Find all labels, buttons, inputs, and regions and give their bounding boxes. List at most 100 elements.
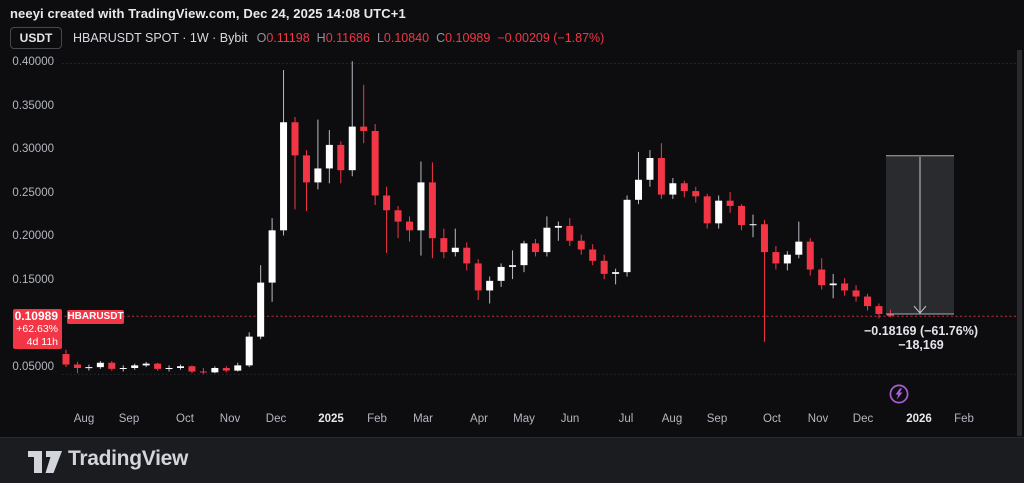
candle-body [497,266,505,281]
candle-body [657,157,665,195]
candle-body [806,241,814,270]
candle-body [222,368,230,371]
candle-body [886,313,894,316]
candle-body [428,182,436,239]
candle-body [543,227,551,253]
candle-body [623,199,631,273]
time-axis-month-label: Dec [852,413,874,425]
time-axis-month-label: Feb [954,413,974,425]
price-axis-label: 0.35000 [12,99,54,112]
candle-body [852,290,860,297]
measure-arrow-icon [913,305,927,314]
candle-body [85,367,93,369]
candle-body [165,368,173,370]
price-axis-label: 0.25000 [12,186,54,199]
candle-body [749,224,757,226]
time-axis-month-label: Sep [706,413,728,425]
candle-body [73,364,81,369]
current-price: 0.10989 [14,309,58,323]
candle-body [325,144,333,169]
price-axis[interactable]: 0.40000 0.35000 0.30000 0.25000 0.20000 0.150… [0,0,56,412]
time-axis-month-label: Dec [265,413,287,425]
candle-body [302,155,310,183]
right-edge-scrollbar[interactable] [1017,50,1022,436]
candle-body [600,260,608,274]
candle-body [314,168,322,183]
candle-body [463,247,471,264]
candle-body [348,126,356,171]
candle-body [577,240,585,250]
candle-body [394,210,402,222]
candle-body [715,200,723,224]
candle-body [829,283,837,286]
candle-body [280,122,288,231]
time-axis-month-label: Oct [176,413,194,425]
time-axis-month-label: Nov [807,413,829,425]
time-axis-month-label: Sep [118,413,140,425]
lightning-icon[interactable] [888,383,910,405]
price-axis-label: 0.40000 [12,56,54,68]
candle-body [795,241,803,255]
candle-body [783,254,791,264]
candle-body [669,183,677,195]
candle-body [486,280,494,291]
time-axis-month-label: Feb [367,413,387,425]
candle-body [245,336,253,366]
candle-body [199,371,207,373]
candle-body [234,365,242,371]
candle-body [108,362,116,369]
symbol-title[interactable]: HBARUSDT SPOT · 1W · Bybit [73,31,248,45]
time-axis-month-label: Aug [661,413,683,425]
currency-button[interactable]: USDT [10,27,62,49]
price-axis-label: 0.20000 [12,230,54,243]
candle-body [818,269,826,286]
candle-body [520,243,528,266]
high-value: 0.11686 [325,31,370,45]
candle-body [635,179,642,200]
candle-body [451,247,459,253]
candle-body [142,363,150,366]
candle-body [371,130,379,196]
time-axis-month-label: Aug [73,413,95,425]
candle-body [589,249,597,261]
candle-body [154,363,162,369]
low-value: 0.10840 [383,31,430,45]
price-axis-label: 0.05000 [12,361,54,373]
time-axis-month-label: Oct [763,413,781,425]
time-axis-year-label: 2025 [318,413,344,425]
candle-body [268,230,276,283]
high-label: H [316,31,326,45]
price-change-pct: +62.63% [16,323,58,335]
candle-body [360,126,368,131]
candle-body [612,272,620,274]
time-axis-month-label: Nov [219,413,241,425]
candle-body [337,144,345,171]
price-axis-label: 0.30000 [12,143,54,156]
candle-body [188,366,196,372]
tradingview-logo-icon [28,451,62,473]
credit-text: neeyi created with TradingView.com, Dec … [10,6,406,21]
candle-body [692,191,700,197]
time-axis[interactable]: Aug Sep Oct Nov Dec 2025 Feb Mar Apr May Jun Jul Aug… [0,413,1024,429]
candle-body [291,122,299,156]
candle-body [509,265,517,267]
candle-body [474,263,482,291]
time-axis-month-label: Jun [560,413,580,425]
candle-body [646,157,654,180]
candle-body [257,282,265,337]
change-value: −0.00209 (−1.87%) [497,31,605,45]
candle-body [841,283,849,291]
candle-body [566,225,574,241]
candle-body [864,296,871,307]
candle-body [211,368,219,373]
legend: USDT HBARUSDT SPOT · 1W · Bybit O0.11198… [10,27,604,49]
candle-body [177,366,184,369]
bar-countdown: 4d 11h [26,335,58,348]
candle-body [738,205,746,226]
candlestick-chart-canvas[interactable] [0,0,1024,436]
time-axis-month-label: Apr [470,413,488,425]
open-value: 0.11198 [266,31,310,45]
time-axis-month-label: Jul [618,413,634,425]
time-axis-month-label: Mar [413,413,433,425]
